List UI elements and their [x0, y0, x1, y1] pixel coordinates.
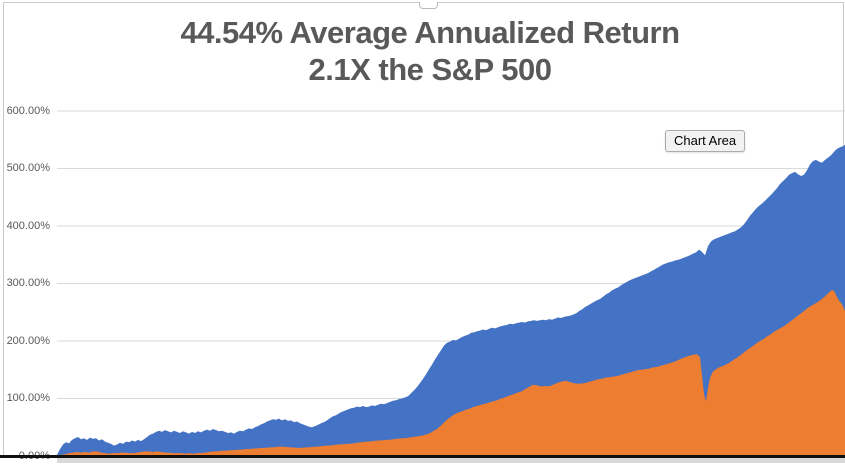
chart-area-tooltip: Chart Area: [665, 130, 746, 152]
y-axis-tick-label[interactable]: 500.00%: [6, 162, 50, 174]
orange-series-sp500-area[interactable]: [57, 289, 845, 456]
chart-title[interactable]: 44.54% Average Annualized Return 2.1X th…: [15, 14, 845, 88]
y-axis-tick-label[interactable]: 400.00%: [6, 219, 50, 232]
resize-handle-top-icon[interactable]: [419, 2, 438, 9]
y-axis-tick-label[interactable]: 300.00%: [6, 277, 50, 289]
y-axis-tick-label[interactable]: 100.00%: [6, 392, 50, 404]
chart-title-line-1: 44.54% Average Annualized Return: [180, 15, 680, 50]
y-axis-tick-label[interactable]: 600.00%: [6, 104, 50, 117]
chart-title-line-2: 2.1X the S&P 500: [308, 52, 552, 87]
bottom-border-line: [0, 455, 845, 458]
y-axis-tick-label[interactable]: 200.00%: [6, 334, 50, 347]
selection-border-left: [3, 2, 4, 456]
x-axis-strip: [57, 458, 845, 463]
